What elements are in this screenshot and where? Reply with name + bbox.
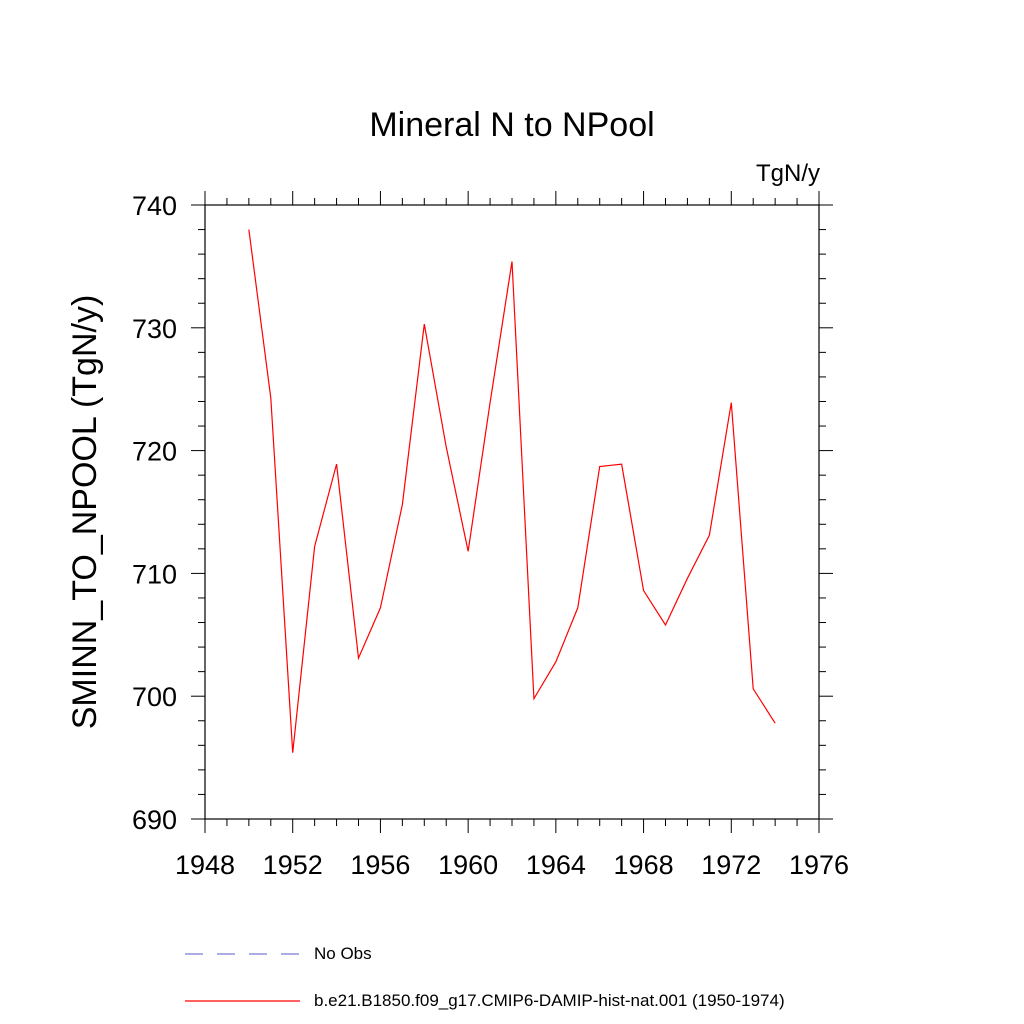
y-tick-label: 730: [132, 314, 177, 344]
legend-label-series: b.e21.B1850.f09_g17.CMIP6-DAMIP-hist-nat…: [314, 991, 785, 1010]
series-line: [248, 229, 776, 753]
x-tick-label: 1956: [350, 850, 410, 880]
y-tick-label: 710: [132, 559, 177, 589]
y-tick-label: 700: [132, 682, 177, 712]
series-layer: [248, 229, 776, 753]
x-tick-label: 1976: [789, 850, 849, 880]
x-tick-label: 1960: [438, 850, 498, 880]
x-tick-label: 1972: [701, 850, 761, 880]
y-tick-label: 720: [132, 437, 177, 467]
x-ticks: [204, 191, 820, 833]
y-ticks: [191, 204, 833, 820]
y-axis-label: SMINN_TO_NPOOL (TgN/y): [66, 295, 104, 730]
y-tick-label: 740: [132, 191, 177, 221]
y-tick-labels: 690 700 710 720 730 740: [132, 191, 177, 835]
x-tick-label: 1968: [614, 850, 674, 880]
chart-title: Mineral N to NPool: [369, 106, 654, 144]
units-label: TgN/y: [756, 160, 820, 187]
x-tick-label: 1964: [526, 850, 586, 880]
x-tick-labels: 1948 1952 1956 1960 1964 1968 1972 1976: [175, 850, 849, 880]
legend: No Obs b.e21.B1850.f09_g17.CMIP6-DAMIP-h…: [185, 944, 785, 1010]
x-tick-label: 1948: [175, 850, 235, 880]
plot-frame: [204, 204, 820, 820]
legend-label-no-obs: No Obs: [314, 944, 372, 963]
x-tick-label: 1952: [263, 850, 323, 880]
y-tick-label: 690: [132, 805, 177, 835]
